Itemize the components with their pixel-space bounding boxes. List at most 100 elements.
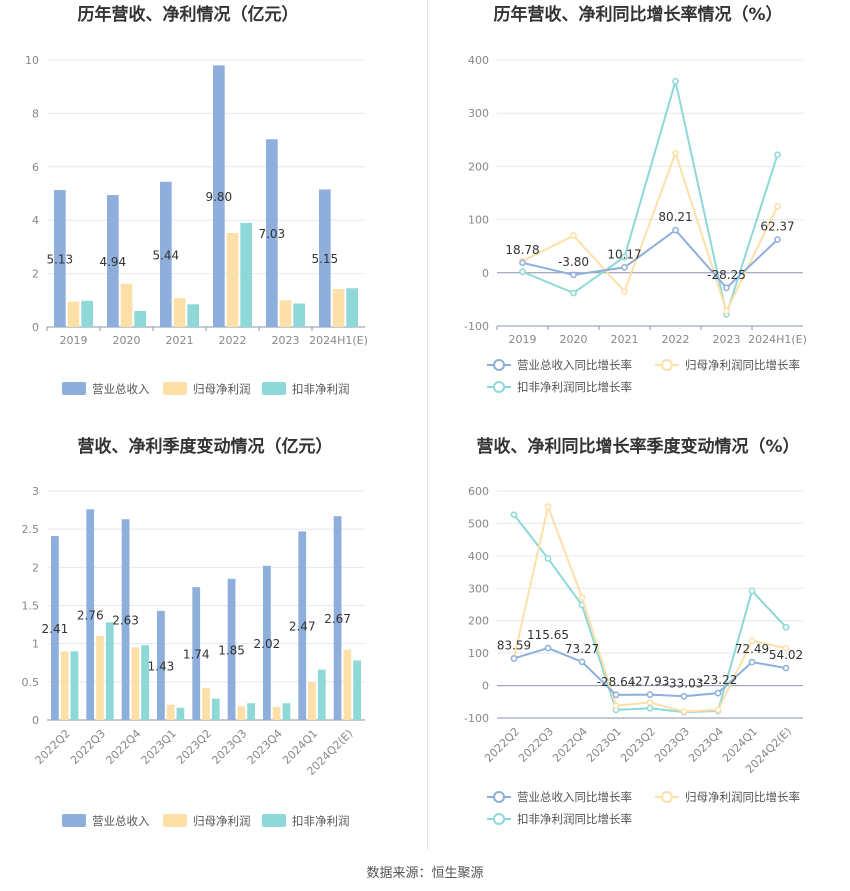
line-point: [544, 644, 552, 652]
bar-net-profit: [202, 687, 210, 720]
line-point: [544, 555, 552, 562]
line-point: [782, 664, 790, 672]
x-tick-label: 2022Q4: [103, 727, 143, 767]
data-label: -3.80: [558, 255, 589, 269]
y-tick-label: 200: [468, 615, 489, 628]
legend-label: 营业总收入: [92, 814, 150, 828]
legend-marker: [493, 813, 505, 825]
x-tick-label: 2024H1(E): [748, 333, 807, 346]
x-tick-label: 2023: [713, 333, 741, 346]
x-tick-label: 2023Q3: [652, 725, 692, 765]
data-label: 2.47: [289, 620, 316, 634]
y-tick-label: 0: [482, 267, 489, 280]
chart-title: 营收、净利同比增长率季度变动情况（%）: [476, 436, 799, 457]
y-tick-label: 8: [32, 107, 39, 120]
legend-label: 归母净利润: [193, 382, 251, 396]
line-point: [519, 268, 526, 276]
data-label: -28.25: [707, 268, 746, 282]
y-tick-label: 3: [32, 485, 39, 498]
bar-revenue: [107, 195, 119, 327]
bar-revenue: [121, 519, 130, 720]
data-label: 9.80: [205, 190, 232, 204]
data-source-prefix: 数据来源：: [366, 866, 432, 881]
line-point: [612, 691, 620, 699]
x-tick-label: 2022: [662, 333, 690, 346]
y-tick-label: 200: [468, 160, 489, 173]
x-tick-label: 2022: [219, 334, 247, 347]
x-tick-label: 2021: [611, 333, 639, 346]
bar-revenue: [86, 509, 95, 720]
bar-net-profit: [279, 300, 292, 327]
y-tick-label: -100: [464, 712, 489, 725]
bar-revenue: [213, 65, 225, 327]
data-label: 80.21: [658, 210, 692, 224]
legend-label: 归母净利润同比增长率: [685, 358, 800, 372]
bar-deducted-profit: [240, 222, 252, 327]
legend-label: 扣非净利润: [292, 382, 350, 396]
line-point: [748, 587, 756, 595]
bar-deducted-profit: [187, 304, 199, 327]
data-label: 1.74: [183, 648, 210, 662]
line-point: [544, 503, 552, 510]
y-tick-label: 0.5: [22, 676, 40, 689]
x-tick-label: 2023Q4: [245, 727, 285, 767]
bar-revenue: [192, 587, 201, 720]
line-point: [578, 594, 586, 601]
line-point: [723, 307, 730, 315]
y-tick-label: 100: [468, 647, 489, 660]
line-point: [510, 655, 518, 662]
y-tick-label: 600: [468, 485, 489, 498]
bar-revenue: [266, 139, 278, 327]
x-tick-label: 2020: [560, 333, 588, 346]
line-point: [748, 658, 756, 666]
bar-net-profit: [60, 651, 69, 720]
bar-deducted-profit: [247, 703, 255, 720]
chart-title: 营收、净利季度变动情况（亿元）: [78, 436, 333, 457]
legend-label: 扣非净利润同比增长率: [517, 812, 632, 826]
bar-net-profit: [226, 233, 239, 327]
data-label: 4.94: [99, 255, 126, 269]
line-point: [570, 232, 577, 239]
chart-svg-1: 历年营收、净利情况（亿元） 0 2 4 6 8 10 2019 2020 2021 2022 2023…: [25, 4, 368, 396]
data-label: 73.27: [565, 642, 599, 656]
bar-net-profit: [131, 647, 140, 720]
line-point: [519, 259, 526, 267]
bar-revenue: [298, 531, 307, 720]
data-label: 2.02: [254, 637, 281, 651]
panel-divider: [427, 0, 428, 850]
bar-net-profit: [120, 283, 133, 327]
line-point: [748, 637, 756, 645]
data-label: 54.02: [769, 648, 803, 662]
data-label: 83.59: [497, 638, 531, 652]
line-point: [672, 149, 679, 157]
bar-revenue: [54, 190, 66, 327]
bar-net-profit: [332, 289, 345, 327]
legend-label: 营业总收入同比增长率: [517, 358, 632, 372]
data-label: -28.64: [597, 675, 636, 689]
data-label: 5.13: [46, 253, 73, 267]
line-point: [578, 658, 586, 666]
bar-revenue: [319, 189, 331, 327]
chart-title: 历年营收、净利同比增长率情况（%）: [493, 4, 782, 25]
bar-deducted-profit: [211, 698, 220, 720]
y-tick-label: 300: [468, 582, 489, 595]
y-tick-label: 4: [32, 214, 39, 227]
bar-net-profit: [173, 298, 186, 327]
bar-deducted-profit: [293, 303, 305, 327]
line-point: [646, 699, 654, 706]
line-point: [774, 236, 781, 243]
y-tick-label: 2: [32, 268, 39, 281]
legend-swatch: [262, 382, 286, 395]
y-tick-label: -100: [464, 320, 489, 333]
data-label: 2.67: [324, 612, 351, 626]
legend-marker: [661, 359, 673, 371]
x-tick-label: 2022Q3: [516, 725, 556, 765]
data-label: 1.43: [148, 659, 175, 673]
chart-svg-4: 营收、净利同比增长率季度变动情况（%） -100 0 100 200 300 400 500 6…: [464, 436, 803, 826]
bar-revenue: [160, 181, 172, 327]
bar-deducted-profit: [70, 651, 79, 720]
data-label: 10.17: [607, 247, 641, 261]
y-tick-label: 1: [32, 638, 39, 651]
bar-net-profit: [308, 681, 316, 720]
legend-swatch: [62, 382, 86, 395]
